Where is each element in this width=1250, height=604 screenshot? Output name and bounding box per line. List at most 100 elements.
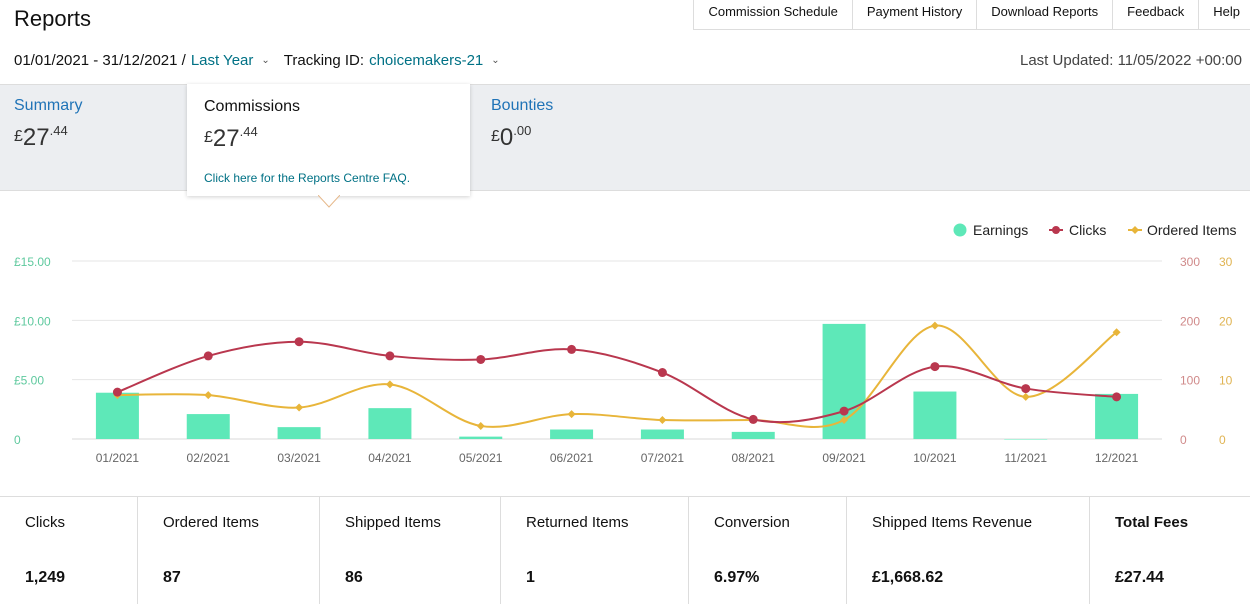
commissions-tab-label[interactable]: Commissions: [204, 98, 301, 115]
y-tick-label: £5.00: [14, 374, 44, 388]
x-tick-label: 09/2021: [822, 451, 866, 465]
clicks-point: [1112, 392, 1122, 402]
payment-history-link[interactable]: Payment History: [853, 0, 978, 29]
bar: [550, 429, 594, 439]
stat-shipped-items: Shipped Items 86: [320, 497, 501, 604]
legend-earnings-label: Earnings: [973, 222, 1028, 238]
stat-conversion: Conversion 6.97%: [689, 497, 847, 604]
period-selector[interactable]: Last Year: [190, 52, 254, 69]
clicks-point: [567, 344, 577, 354]
x-tick-label: 11/2021: [1005, 451, 1048, 465]
clicks-point: [385, 351, 395, 361]
tracking-id-selector[interactable]: choicemakers-21: [369, 52, 484, 69]
legend-ordered-items-label: Ordered Items: [1147, 222, 1236, 238]
stat-clicks: Clicks 1,249: [0, 497, 138, 604]
reports-faq-link[interactable]: Click here for the Reports Centre FAQ.: [204, 171, 411, 185]
commissions-tab-card[interactable]: Commissions £27.44 Click here for the Re…: [187, 84, 470, 196]
last-updated: Last Updated: 11/05/2022 +00:00: [1020, 52, 1242, 69]
date-range: 01/01/2021 - 31/12/2021 /: [14, 52, 186, 69]
y-tick-label: 300: [1180, 255, 1200, 269]
stat-returned-items: Returned Items 1: [501, 497, 689, 604]
clicks-point: [476, 354, 486, 364]
tracking-label: Tracking ID:: [283, 52, 365, 69]
ordered-items-line: [117, 324, 1118, 428]
report-filters: 01/01/2021 - 31/12/2021 / Last Year ⌄ Tr…: [14, 52, 514, 69]
feedback-link[interactable]: Feedback: [1113, 0, 1200, 29]
x-tick-label: 06/2021: [550, 451, 594, 465]
y-tick-label: 30: [1219, 255, 1233, 269]
page-title: Reports: [14, 6, 92, 31]
top-nav: Commission Schedule Payment History Down…: [693, 0, 1250, 30]
x-tick-label: 04/2021: [368, 451, 412, 465]
legend-clicks-label: Clicks: [1069, 222, 1106, 238]
stat-total-fees: Total Fees £27.44: [1115, 514, 1189, 586]
legend-earnings-marker: [953, 223, 967, 237]
clicks-point: [1021, 384, 1031, 394]
ordered-items-point: [930, 321, 939, 330]
x-tick-label: 03/2021: [277, 451, 321, 465]
help-link[interactable]: Help: [1213, 4, 1240, 19]
chevron-down-icon[interactable]: ⌄: [261, 55, 270, 66]
bar: [368, 408, 412, 439]
x-tick-label: 08/2021: [732, 451, 776, 465]
summary-tab-label[interactable]: Summary: [14, 97, 83, 114]
bounties-amount: £0.00: [491, 123, 532, 151]
earnings-chart: 0 0 0 £5.00 100 10 £10.00 200 20 £15.00 300 30 01/20…: [14, 222, 1236, 465]
x-tick-label: 12/2021: [1095, 451, 1139, 465]
stats-row: Clicks 1,249 Ordered Items 87 Shipped Item…: [0, 496, 1250, 604]
bar: [277, 427, 321, 439]
bar: [95, 392, 139, 439]
bar: [731, 431, 775, 439]
download-reports-link[interactable]: Download Reports: [977, 0, 1114, 29]
y-tick-label: 0: [1180, 433, 1187, 447]
card-pointer: [318, 195, 340, 208]
ordered-items-point: [385, 380, 394, 389]
ordered-items-point: [840, 416, 849, 425]
y-tick-label: 0: [1219, 433, 1226, 447]
ordered-items-point: [295, 403, 304, 412]
clicks-point: [839, 406, 849, 416]
commission-schedule-link[interactable]: Commission Schedule: [694, 0, 853, 29]
legend-ordered-items-marker: [1131, 226, 1139, 234]
bounties-tab[interactable]: Bounties £0.00: [491, 97, 553, 152]
bar: [186, 414, 230, 439]
ordered-items-point: [1112, 328, 1121, 337]
commissions-amount: £27.44: [204, 124, 258, 152]
x-tick-label: 07/2021: [641, 451, 685, 465]
x-tick-label: 05/2021: [459, 451, 503, 465]
y-tick-label: 20: [1219, 314, 1233, 328]
bar: [1095, 393, 1139, 439]
clicks-point: [112, 387, 122, 397]
ordered-items-point: [476, 421, 485, 430]
bar: [1004, 439, 1048, 440]
clicks-point: [657, 368, 667, 378]
ordered-items-point: [567, 410, 576, 419]
x-tick-label: 10/2021: [913, 451, 957, 465]
bar: [913, 391, 957, 439]
y-tick-label: 0: [14, 433, 21, 447]
clicks-point: [294, 337, 304, 347]
x-tick-label: 02/2021: [187, 451, 231, 465]
ordered-items-point: [1021, 392, 1030, 401]
y-tick-label: £15.00: [14, 255, 51, 269]
y-tick-label: 100: [1180, 374, 1200, 388]
stat-shipped-items-revenue: Shipped Items Revenue £1,668.62: [847, 497, 1090, 604]
bar: [640, 429, 684, 439]
y-tick-label: £10.00: [14, 314, 51, 328]
legend-clicks-marker: [1052, 226, 1060, 234]
y-tick-label: 10: [1219, 374, 1233, 388]
chevron-down-icon[interactable]: ⌄: [491, 55, 500, 66]
summary-tab[interactable]: Summary £27.44: [14, 97, 82, 152]
x-tick-label: 01/2021: [96, 451, 140, 465]
clicks-line: [117, 340, 1117, 424]
ordered-items-point: [204, 391, 213, 400]
bar: [459, 436, 503, 439]
clicks-point: [748, 414, 758, 424]
clicks-point: [203, 351, 213, 361]
bounties-tab-label[interactable]: Bounties: [491, 97, 554, 114]
summary-amount: £27.44: [14, 123, 68, 151]
ordered-items-point: [658, 416, 667, 425]
clicks-point: [930, 362, 940, 372]
stat-ordered-items: Ordered Items 87: [138, 497, 320, 604]
